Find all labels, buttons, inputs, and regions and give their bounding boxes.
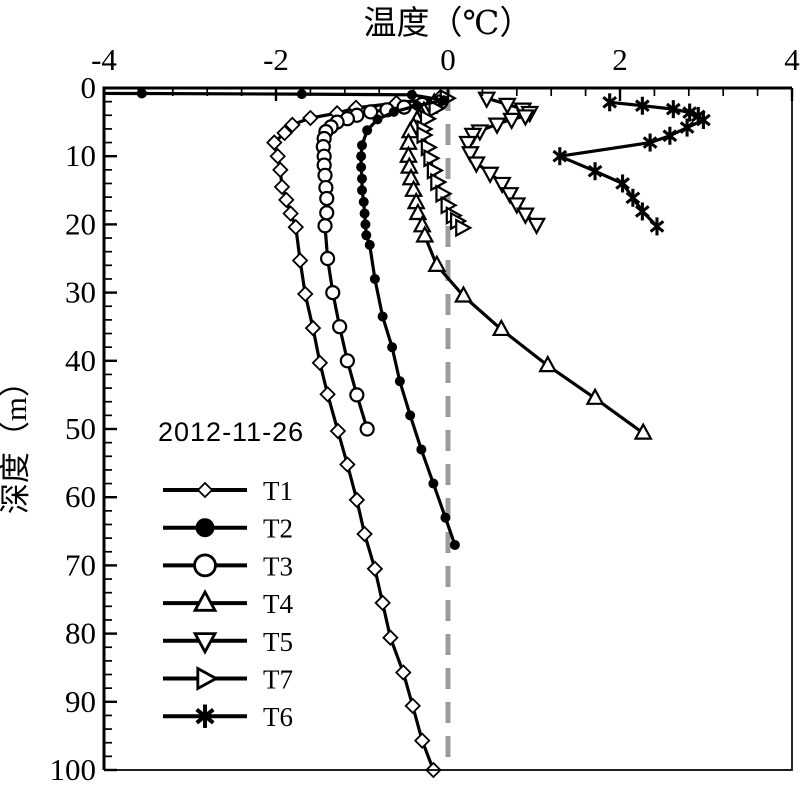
legend: T1 T2 T3 T4 T5 T7 T6: [163, 476, 293, 732]
x-tick-label: -2: [263, 42, 289, 77]
legend-item-t7: T7: [163, 665, 293, 695]
series-T6: [552, 93, 711, 236]
legend-label: T5: [263, 627, 293, 657]
y-tick-label: 50: [65, 411, 96, 446]
plot-generated-layers: -4 -2 0 2 40102030405060708090100T1T2T3T4T5T…: [50, 42, 800, 787]
y-tick-label: 90: [65, 684, 96, 719]
y-tick-label: 100: [50, 752, 97, 787]
legend-label: T6: [263, 702, 293, 732]
legend-item-t2: T2: [163, 514, 293, 544]
y-axis-title: 深度（m）: [0, 366, 33, 514]
y-tick-label: 40: [65, 343, 96, 378]
open-diamond-icon: [196, 481, 214, 499]
legend-item-t1: T1: [163, 476, 293, 506]
open-triangle-right-icon: [196, 666, 220, 691]
legend-label: T7: [263, 665, 293, 695]
legend-item-t3: T3: [163, 551, 293, 581]
x-tick-label: -4: [91, 42, 117, 77]
series-T5: [458, 91, 547, 236]
y-tick-label: 30: [65, 275, 96, 310]
filled-star-icon: [195, 704, 215, 728]
legend-label: T1: [263, 476, 293, 506]
legend-label: T2: [263, 514, 293, 544]
y-tick-label: 0: [81, 70, 97, 105]
x-axis-title: 温度（℃）: [364, 5, 533, 42]
legend-label: T3: [263, 551, 293, 581]
legend-label: T4: [263, 589, 293, 619]
series-line-T6: [558, 100, 705, 228]
y-tick-label: 70: [65, 547, 96, 582]
legend-item-t6: T6: [163, 702, 293, 732]
series-T7: [416, 88, 473, 238]
x-tick-label: 2: [612, 42, 628, 77]
y-tick-label: 80: [65, 616, 96, 651]
legend-item-t5: T5: [163, 627, 293, 657]
x-tick-label: 4: [784, 42, 800, 77]
filled-circle-icon: [195, 518, 215, 538]
series-line-T2: [103, 91, 457, 546]
open-triangle-down-icon: [192, 632, 218, 655]
series-T2: [103, 88, 460, 550]
open-circle-icon: [193, 553, 217, 578]
x-tick-label: 0: [440, 42, 456, 77]
date-annotation: 2012-11-26: [158, 417, 304, 447]
series-T4: [398, 92, 653, 440]
y-tick-label: 60: [65, 479, 96, 514]
legend-item-t4: T4: [163, 589, 293, 619]
y-tick-label: 20: [65, 206, 96, 241]
series-T3: [315, 94, 449, 437]
open-triangle-up-icon: [192, 589, 218, 612]
y-tick-label: 10: [65, 138, 96, 173]
